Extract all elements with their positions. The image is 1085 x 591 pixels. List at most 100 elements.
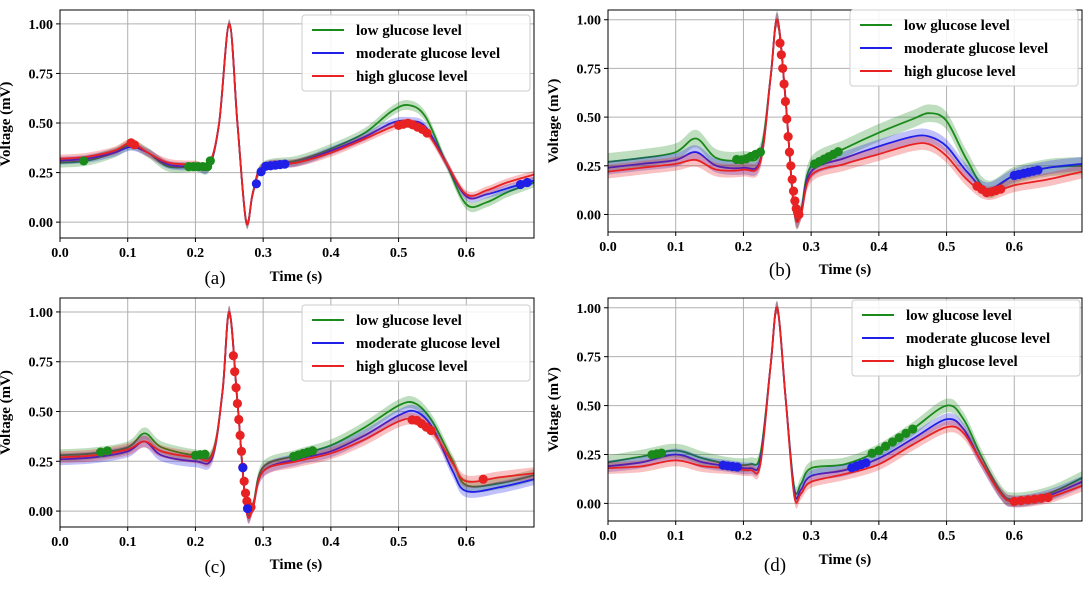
x-tick-label: 0.6 (1006, 529, 1024, 544)
legend-label-high: high glucose level (906, 354, 1018, 370)
x-tick-label: 0.2 (187, 535, 205, 550)
legend-label-moderate: moderate glucose level (356, 46, 500, 62)
highlight-point (775, 38, 785, 48)
legend-label-high: high glucose level (904, 64, 1016, 80)
x-axis-title: Time (s) (270, 557, 323, 573)
x-tick-label: 0.1 (667, 240, 685, 255)
plot-area (608, 10, 1082, 230)
x-tick-label: 0.0 (599, 529, 617, 544)
highlight-point (778, 63, 788, 74)
y-tick-label: 0.00 (577, 497, 602, 512)
x-tick-label: 0.3 (254, 246, 272, 261)
y-tick-label: 1.00 (29, 306, 54, 321)
x-axis-title: Time (s) (819, 262, 872, 278)
y-axis-title: Voltage (mV) (0, 370, 14, 455)
x-tick-label: 0.5 (938, 240, 956, 255)
highlight-point (1030, 494, 1040, 504)
legend-box (851, 299, 1081, 377)
chart-panel-4: 0.0 0.1 0.2 0.3 0.4 0.5 0.6 0.00 0.25 0.50 0.75 1.0… (546, 297, 1083, 576)
plot-frame (607, 297, 1083, 522)
series-line-high (60, 22, 534, 226)
highlight-point (779, 79, 789, 89)
highlight-point (894, 433, 904, 443)
highlight-point (239, 476, 249, 486)
x-tick-label: 0.2 (735, 529, 753, 544)
y-tick-label: 0.00 (29, 505, 54, 520)
highlight-point (780, 96, 791, 107)
y-tick-label: 0.00 (29, 216, 54, 231)
y-tick-label: 0.50 (577, 111, 602, 126)
panel-label: (c) (204, 557, 225, 578)
highlight-point (231, 383, 241, 393)
chart-panel-1: 0.0 0.1 0.2 0.3 0.4 0.5 0.6 0.00 0.25 0.50 0.75 1.0… (0, 9, 535, 289)
highlight-point (908, 424, 918, 434)
highlight-point (96, 447, 106, 457)
highlight-point (234, 414, 244, 425)
x-tick-label: 0.0 (51, 246, 69, 261)
legend-label-high: high glucose level (356, 359, 468, 375)
highlight-point (307, 446, 318, 456)
legend-label-moderate: moderate glucose level (356, 336, 500, 352)
highlight-point (833, 147, 843, 157)
highlight-point (236, 446, 247, 456)
highlight-point (901, 428, 911, 438)
y-tick-label: 0.50 (29, 406, 54, 421)
y-tick-label: 0.00 (577, 208, 602, 223)
highlight-point (522, 177, 532, 188)
legend-label-low: low glucose level (356, 23, 462, 39)
legend: low glucose level moderate glucose level h… (301, 14, 531, 92)
panel-label: (b) (769, 260, 791, 281)
highlight-point (280, 159, 290, 169)
x-tick-label: 0.0 (51, 535, 69, 550)
y-axis-title: Voltage (mV) (546, 367, 562, 452)
plot-area (60, 18, 534, 230)
legend: low glucose level moderate glucose level h… (301, 304, 531, 382)
highlight-point (478, 474, 488, 484)
y-tick-label: 0.75 (577, 351, 602, 366)
highlight-point (1009, 496, 1019, 507)
y-tick-label: 0.25 (577, 160, 602, 175)
x-tick-label: 0.4 (870, 529, 888, 544)
plot-area (608, 300, 1082, 509)
x-tick-label: 0.6 (1006, 240, 1024, 255)
x-tick-label: 0.3 (802, 240, 820, 255)
y-tick-label: 0.75 (577, 62, 602, 77)
plot-frame (607, 9, 1083, 233)
confidence-band-moderate (608, 301, 1082, 508)
y-tick-label: 1.00 (577, 302, 602, 317)
x-tick-label: 0.5 (938, 529, 956, 544)
highlight-point (129, 140, 140, 150)
y-tick-label: 1.00 (577, 14, 602, 29)
x-tick-label: 0.1 (119, 246, 137, 261)
y-tick-label: 0.25 (29, 167, 54, 182)
x-tick-label: 0.5 (390, 246, 408, 261)
highlight-point (881, 441, 891, 451)
highlight-point (200, 449, 210, 459)
plot-frame (59, 9, 535, 239)
highlight-point (79, 156, 89, 166)
highlight-point (426, 425, 436, 436)
x-tick-label: 0.3 (254, 535, 272, 550)
highlight-point (874, 445, 884, 456)
highlight-point (240, 488, 251, 498)
legend-label-low: low glucose level (904, 18, 1010, 34)
x-tick-label: 0.6 (458, 246, 476, 261)
highlight-point (102, 446, 112, 456)
legend-box (849, 9, 1079, 87)
x-tick-label: 0.1 (667, 529, 685, 544)
y-axis-title: Voltage (mV) (546, 79, 562, 164)
x-tick-label: 0.3 (802, 529, 820, 544)
highlight-point (232, 398, 243, 409)
panel-label: (d) (764, 555, 786, 576)
highlight-point (656, 448, 667, 458)
series-line-high (608, 18, 1082, 223)
panel-label: (a) (204, 268, 225, 289)
highlight-point (732, 462, 742, 472)
highlight-point (861, 458, 871, 468)
highlight-point (242, 504, 253, 514)
x-tick-label: 0.2 (735, 240, 753, 255)
highlight-point (1023, 495, 1033, 505)
highlight-point (238, 463, 248, 473)
legend: low glucose level moderate glucose level h… (851, 299, 1081, 377)
highlight-point (788, 186, 799, 196)
